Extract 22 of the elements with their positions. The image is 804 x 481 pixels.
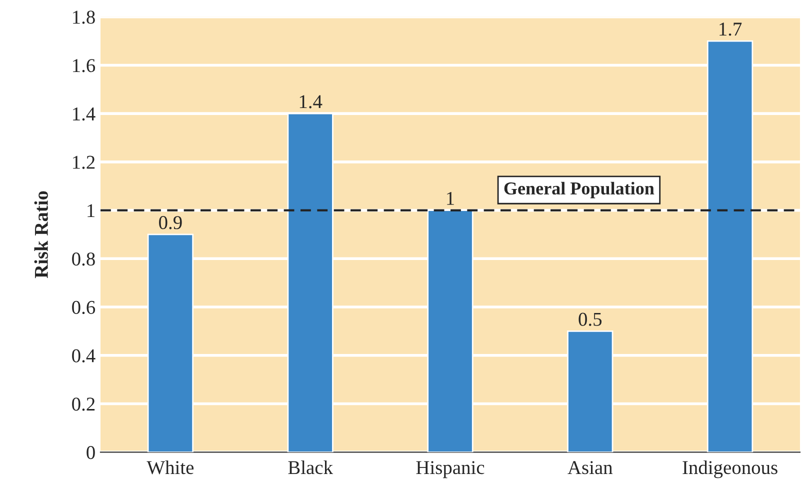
x-tick-label: Hispanic — [416, 461, 484, 478]
data-label: 0.5 — [578, 312, 602, 326]
y-tick-label: 0.2 — [72, 398, 95, 411]
y-tick-label: 0 — [86, 446, 95, 460]
x-tick-label: White — [146, 460, 194, 474]
y-tick-label: 0.6 — [72, 300, 96, 314]
ref-line-label: General Population — [504, 182, 654, 198]
y-tick-label: 1.2 — [73, 156, 95, 169]
x-tick-label: Indigeonous — [682, 460, 778, 478]
data-label: 1 — [447, 192, 454, 205]
x-tick-label: Asian — [568, 461, 613, 474]
y-tick-label: 1.8 — [73, 10, 95, 24]
y-tick-label: 1 — [88, 204, 94, 218]
data-label: 1.7 — [720, 22, 742, 36]
data-label: 1.4 — [300, 95, 322, 108]
x-tick-label: Black — [288, 460, 334, 474]
y-tick-label: 1.6 — [73, 59, 96, 72]
y-tick-label: 0.4 — [72, 349, 96, 362]
y-tick-label: 0.8 — [72, 252, 95, 266]
data-label: 0.9 — [159, 216, 182, 230]
y-tick-label: 1.4 — [73, 107, 96, 121]
y-axis-title: Risk Ratio — [34, 191, 48, 278]
